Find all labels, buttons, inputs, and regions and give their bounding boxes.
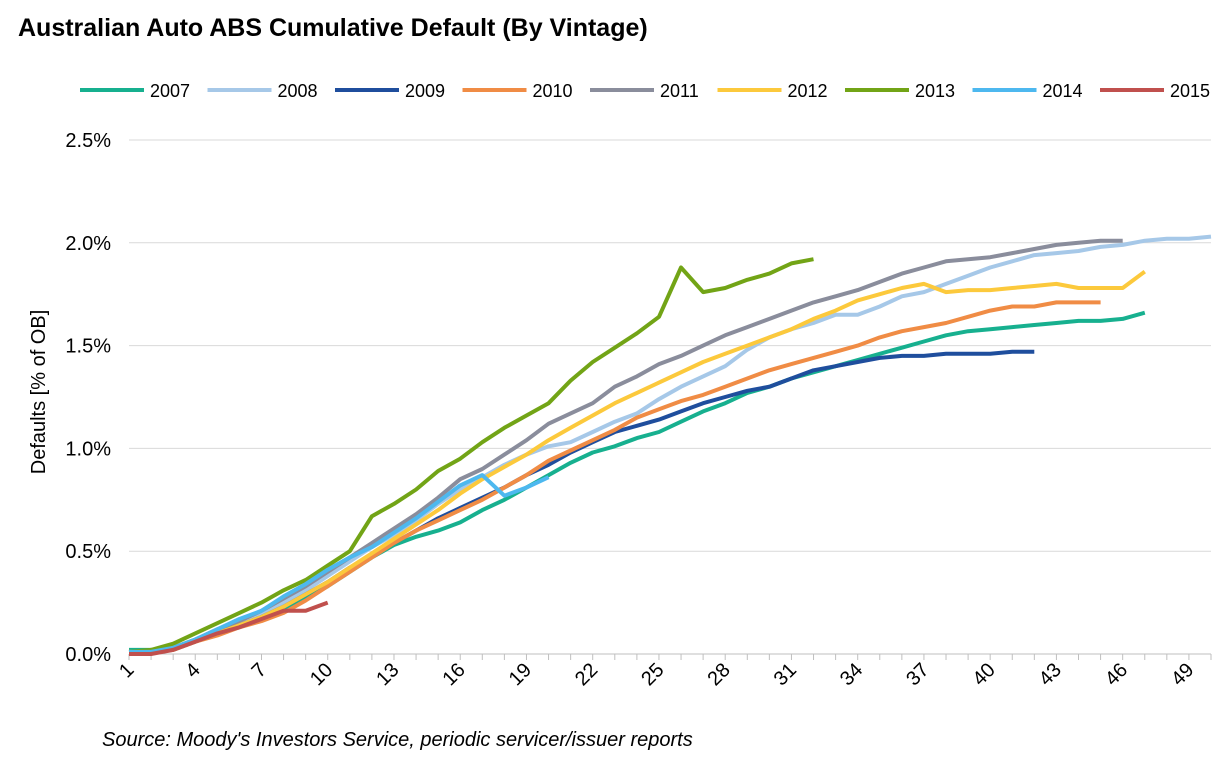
series-line-2007 bbox=[129, 310, 1146, 652]
x-tick-label-37: 37 bbox=[902, 659, 933, 690]
x-tick-label-40: 40 bbox=[968, 659, 999, 690]
legend-label-2013: 2013 bbox=[915, 81, 955, 101]
x-tick-label-25: 25 bbox=[637, 659, 668, 690]
series-line-2012 bbox=[129, 269, 1146, 654]
series-line-2008 bbox=[129, 234, 1212, 654]
x-tick-label-49: 49 bbox=[1167, 659, 1198, 690]
x-tick-label-4: 4 bbox=[181, 659, 204, 682]
x-tick-label-10: 10 bbox=[306, 659, 337, 690]
legend: 2007 2008 2009 2010 2011 2012 2013 2014 2015 bbox=[80, 81, 1210, 101]
legend-label-2012: 2012 bbox=[788, 81, 828, 101]
y-tick-label-4: 2.0% bbox=[65, 233, 111, 255]
series-line-2014 bbox=[129, 473, 550, 654]
grid-lines bbox=[129, 139, 1211, 552]
legend-label-2014: 2014 bbox=[1043, 81, 1083, 101]
x-tick-label-22: 22 bbox=[571, 659, 602, 690]
y-tick-label-3: 1.5% bbox=[65, 336, 111, 358]
x-tick-label-34: 34 bbox=[836, 659, 867, 690]
legend-label-2015: 2015 bbox=[1170, 81, 1210, 101]
y-tick-labels: 0.0% 0.5% 1.0% 1.5% 2.0% 2.5% bbox=[65, 130, 111, 666]
axes bbox=[128, 653, 1212, 660]
x-tick-label-46: 46 bbox=[1101, 659, 1132, 690]
y-axis-label: Defaults [% of OB] bbox=[28, 310, 50, 475]
x-tick-label-31: 31 bbox=[770, 659, 801, 690]
y-tick-label-1: 0.5% bbox=[65, 541, 111, 563]
series-line-2010 bbox=[129, 300, 1101, 654]
x-tick-label-7: 7 bbox=[248, 659, 271, 682]
y-tick-label-2: 1.0% bbox=[65, 438, 111, 460]
legend-label-2007: 2007 bbox=[150, 81, 190, 101]
series-line-2011 bbox=[129, 238, 1123, 654]
x-tick-label-43: 43 bbox=[1035, 659, 1066, 690]
y-tick-label-0: 0.0% bbox=[65, 644, 111, 666]
source-note: Source: Moody's Investors Service, perio… bbox=[102, 729, 693, 751]
chart-title: Australian Auto ABS Cumulative Default (… bbox=[18, 14, 648, 42]
x-tick-label-19: 19 bbox=[505, 659, 536, 690]
legend-label-2008: 2008 bbox=[278, 81, 318, 101]
x-tick-labels: 1 4 7 10 13 16 19 22 25 28 31 34 37 40 43 46 49 bbox=[115, 659, 1198, 690]
series-lines bbox=[128, 234, 1212, 656]
series-line-2015 bbox=[129, 600, 329, 656]
series-line-2013 bbox=[128, 257, 814, 654]
legend-label-2010: 2010 bbox=[533, 81, 573, 101]
x-tick-label-28: 28 bbox=[703, 659, 734, 690]
legend-label-2009: 2009 bbox=[405, 81, 445, 101]
y-tick-label-5: 2.5% bbox=[65, 130, 111, 152]
x-tick-label-13: 13 bbox=[372, 659, 403, 690]
x-tick-label-1: 1 bbox=[115, 659, 138, 682]
x-tick-label-16: 16 bbox=[438, 659, 469, 690]
legend-label-2011: 2011 bbox=[660, 81, 699, 101]
